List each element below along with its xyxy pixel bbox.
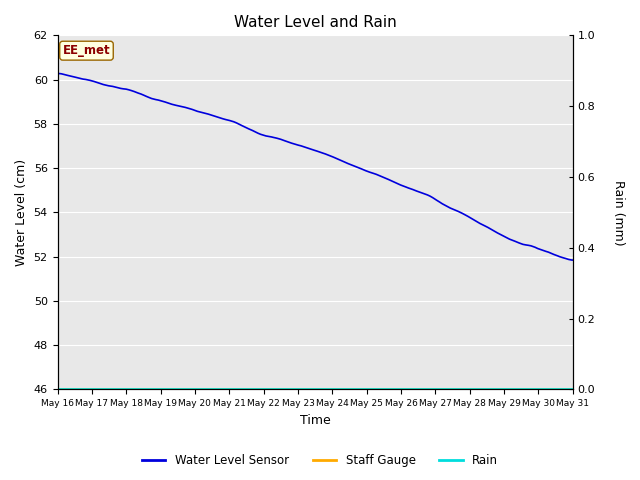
Title: Water Level and Rain: Water Level and Rain (234, 15, 397, 30)
Water Level Sensor (421, 191, 429, 197)
Water Level Sensor (87, 78, 95, 84)
Y-axis label: Rain (mm): Rain (mm) (612, 180, 625, 245)
Water Level Sensor (497, 232, 505, 238)
Line: Water Level Sensor: Water Level Sensor (58, 73, 573, 260)
Water Level Sensor (569, 257, 577, 263)
Rain (569, 386, 577, 392)
Y-axis label: Water Level (cm): Water Level (cm) (15, 159, 28, 266)
Rain (319, 386, 326, 392)
X-axis label: Time: Time (300, 414, 330, 427)
Rain (497, 386, 505, 392)
Water Level Sensor (54, 71, 61, 76)
Water Level Sensor (565, 257, 573, 263)
Rain (421, 386, 429, 392)
Legend: Water Level Sensor, Staff Gauge, Rain: Water Level Sensor, Staff Gauge, Rain (137, 449, 503, 472)
Water Level Sensor (71, 74, 79, 80)
Rain (565, 386, 573, 392)
Rain (54, 386, 61, 392)
Text: EE_met: EE_met (63, 44, 110, 57)
Water Level Sensor (319, 150, 326, 156)
Rain (87, 386, 95, 392)
Rain (71, 386, 79, 392)
